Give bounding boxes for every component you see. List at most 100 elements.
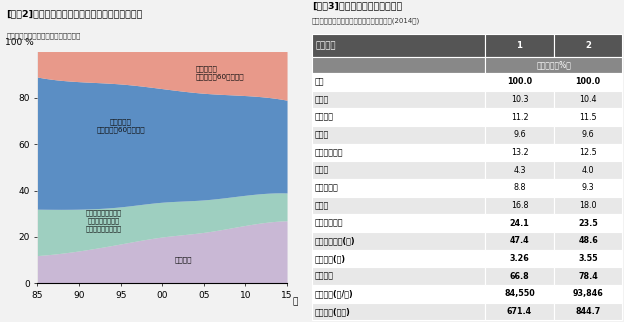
Bar <box>485 197 553 214</box>
Bar <box>312 109 485 126</box>
Bar <box>485 91 553 109</box>
Bar <box>553 179 622 197</box>
Bar <box>485 34 553 57</box>
Bar <box>485 214 553 232</box>
Text: 勤労者世帯
（世帯主が60歳以上）: 勤労者世帯 （世帯主が60歳以上） <box>195 65 244 80</box>
Text: 11.5: 11.5 <box>579 113 597 122</box>
Bar <box>312 144 485 161</box>
Text: 有業人員: 有業人員 <box>315 41 336 50</box>
Text: 世帯人員(人): 世帯人員(人) <box>315 254 346 263</box>
Bar <box>485 161 553 179</box>
Text: 844.7: 844.7 <box>575 307 601 316</box>
Text: 8.8: 8.8 <box>513 184 526 193</box>
Bar <box>553 285 622 303</box>
Bar <box>485 267 553 285</box>
Text: 資料：総務省統計局「全国消費実態調査」(2014年): 資料：総務省統計局「全国消費実態調査」(2014年) <box>312 18 420 24</box>
Bar <box>312 197 485 214</box>
Text: 持ち家率: 持ち家率 <box>315 272 334 281</box>
Text: 外食: 外食 <box>315 201 329 210</box>
Bar <box>485 109 553 126</box>
Text: 2: 2 <box>585 41 591 50</box>
Text: 671.4: 671.4 <box>507 307 532 316</box>
Text: 年間収入(万円): 年間収入(万円) <box>315 307 351 316</box>
Bar <box>553 144 622 161</box>
Bar <box>312 214 485 232</box>
Bar <box>312 250 485 267</box>
Bar <box>312 303 485 320</box>
Text: 4.0: 4.0 <box>582 166 595 175</box>
Bar <box>312 267 485 285</box>
Bar <box>312 34 485 57</box>
Text: 93,846: 93,846 <box>573 289 603 298</box>
Bar <box>553 34 622 57</box>
Text: 48.6: 48.6 <box>578 236 598 245</box>
Bar <box>553 303 622 320</box>
Text: 食料支出(円/月): 食料支出(円/月) <box>315 289 354 298</box>
Text: 10.4: 10.4 <box>579 95 597 104</box>
Bar <box>553 91 622 109</box>
Text: 12.5: 12.5 <box>579 148 597 157</box>
Bar <box>553 197 622 214</box>
Text: 13.2: 13.2 <box>510 148 529 157</box>
Text: 9.6: 9.6 <box>513 130 526 139</box>
Bar <box>553 232 622 250</box>
Bar <box>485 144 553 161</box>
Bar <box>312 161 485 179</box>
Text: 肉類: 肉類 <box>315 130 329 139</box>
Text: 9.3: 9.3 <box>582 184 595 193</box>
Text: [図表2]二人以上の世帯の世帯区分別構成比の推移: [図表2]二人以上の世帯の世帯区分別構成比の推移 <box>6 10 143 19</box>
Text: 11.2: 11.2 <box>510 113 529 122</box>
Bar <box>553 126 622 144</box>
Text: 3.26: 3.26 <box>510 254 529 263</box>
Text: 23.5: 23.5 <box>578 219 598 228</box>
Text: 24.1: 24.1 <box>510 219 529 228</box>
Text: 47.4: 47.4 <box>510 236 529 245</box>
Text: 野菜・海藻: 野菜・海藻 <box>315 148 344 157</box>
Bar <box>485 57 623 73</box>
Bar <box>312 91 485 109</box>
Text: 穀類: 穀類 <box>315 95 329 104</box>
Text: 100 %: 100 % <box>5 38 34 47</box>
Text: [図表3]有業人員の差による比較: [図表3]有業人員の差による比較 <box>312 2 402 11</box>
Text: 年: 年 <box>292 297 298 306</box>
Text: 10.3: 10.3 <box>510 95 529 104</box>
Text: 1: 1 <box>517 41 522 50</box>
Text: 66.8: 66.8 <box>510 272 529 281</box>
Text: 84,550: 84,550 <box>504 289 535 298</box>
Bar <box>553 109 622 126</box>
Text: 100.0: 100.0 <box>575 77 601 86</box>
Text: エンゲル係数: エンゲル係数 <box>315 219 344 228</box>
Text: 9.6: 9.6 <box>582 130 595 139</box>
Text: 3.55: 3.55 <box>578 254 598 263</box>
Bar <box>553 214 622 232</box>
Text: 魚介類: 魚介類 <box>315 113 334 122</box>
Bar <box>312 126 485 144</box>
Bar <box>553 267 622 285</box>
Bar <box>312 179 485 197</box>
Bar <box>553 250 622 267</box>
Text: 4.3: 4.3 <box>513 166 526 175</box>
Text: 果物: 果物 <box>315 166 329 175</box>
Bar <box>312 232 485 250</box>
Bar <box>485 303 553 320</box>
Text: 勤労者世帯
（世帯主が60歳未満）: 勤労者世帯 （世帯主が60歳未満） <box>96 118 145 133</box>
Text: 16.8: 16.8 <box>510 201 529 210</box>
Bar <box>553 73 622 91</box>
Text: 食料: 食料 <box>315 77 324 86</box>
Bar <box>485 232 553 250</box>
Text: 構成割合（%）: 構成割合（%） <box>537 61 571 70</box>
Text: 個人営業などの世帯
（無職世帯を除く
勤労者以外の世帯）: 個人営業などの世帯 （無職世帯を除く 勤労者以外の世帯） <box>86 209 122 232</box>
Text: 18.0: 18.0 <box>579 201 597 210</box>
Bar <box>485 179 553 197</box>
Text: 78.4: 78.4 <box>578 272 598 281</box>
Text: 資料：総務省統計局「家計調査報告」: 資料：総務省統計局「家計調査報告」 <box>6 32 80 39</box>
Bar <box>553 161 622 179</box>
Text: 世帯主の年齢(歳): 世帯主の年齢(歳) <box>315 236 356 245</box>
Bar <box>485 250 553 267</box>
Bar <box>312 73 485 91</box>
Bar <box>312 57 485 73</box>
Text: 100.0: 100.0 <box>507 77 532 86</box>
Text: 無職世帯: 無職世帯 <box>174 257 192 263</box>
Bar <box>485 73 553 91</box>
Bar <box>485 126 553 144</box>
